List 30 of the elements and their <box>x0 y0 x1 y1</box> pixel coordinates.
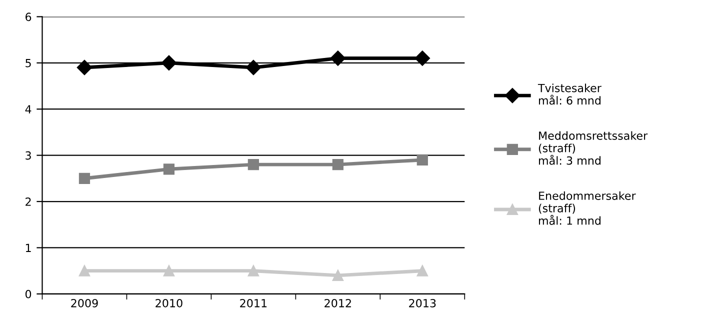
point <box>76 60 92 76</box>
point <box>416 154 428 166</box>
y-tick-label: 0 <box>25 290 32 298</box>
point <box>248 265 259 276</box>
point <box>414 50 430 66</box>
point <box>248 158 259 170</box>
point <box>163 164 175 175</box>
point <box>163 265 175 276</box>
y-tick-label: 4 <box>25 105 32 114</box>
point <box>416 265 428 276</box>
y-tick-label: 3 <box>26 151 31 160</box>
y-tick-label: 6 <box>26 12 32 22</box>
point <box>78 172 90 184</box>
x-tick-label: 2013 <box>409 298 436 308</box>
point <box>78 265 90 276</box>
x-tick-label: 2009 <box>71 298 98 308</box>
point <box>332 158 344 170</box>
point <box>332 270 344 281</box>
y-tick-label: 2 <box>26 197 31 206</box>
point <box>330 50 346 66</box>
point <box>246 60 262 76</box>
x-tick-label: 2012 <box>324 298 351 308</box>
legend-label: Tvistesaker mål: 6 mnd <box>538 84 602 105</box>
point <box>161 55 177 70</box>
y-tick-label: 1 <box>26 244 31 252</box>
y-tick-label: 5 <box>26 59 31 68</box>
legend-label: Enedommersaker (straff) mål: 1 mnd <box>538 191 636 225</box>
legend-label: Meddomsrettssaker (straff) mål: 3 mnd <box>538 131 648 165</box>
x-tick-label: 2011 <box>240 298 267 308</box>
x-tick-label: 2010 <box>156 298 182 308</box>
